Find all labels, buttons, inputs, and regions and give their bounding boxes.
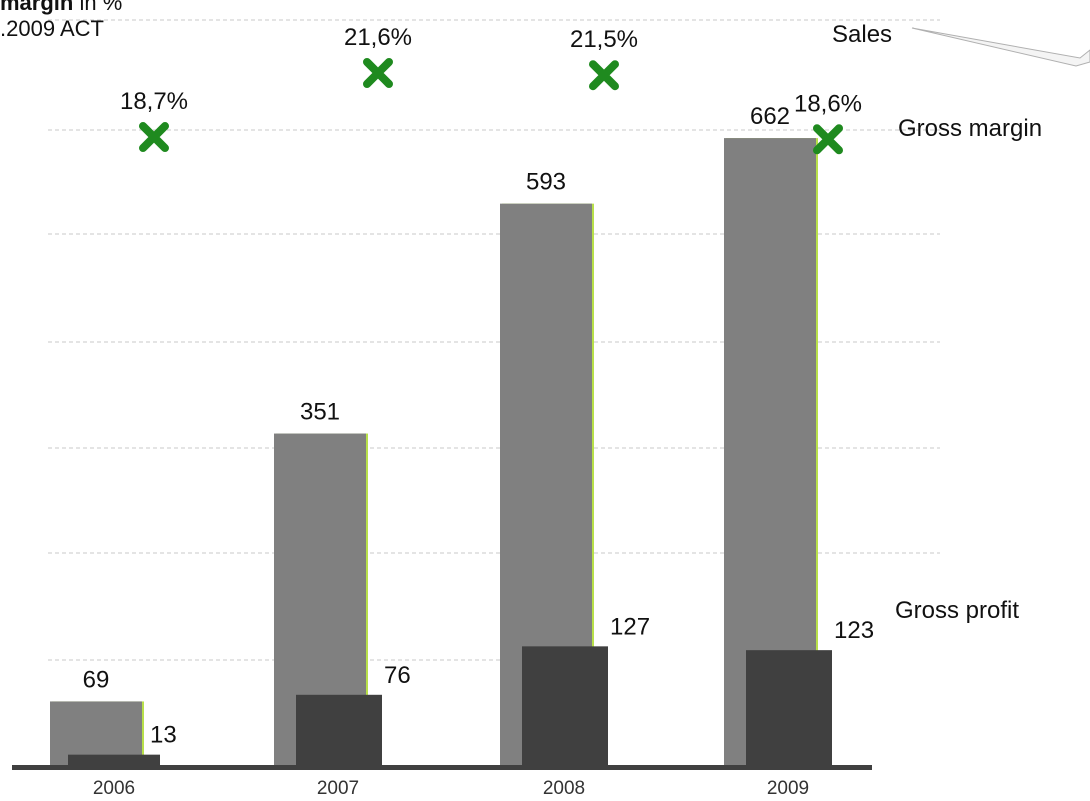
- gross-margin-marker-2009: [813, 124, 843, 155]
- legend-label-gross-margin: Gross margin: [898, 115, 1042, 142]
- sales-value-label-2008: 593: [526, 169, 566, 196]
- sales-value-label-2006: 69: [83, 666, 110, 693]
- category-label-2006: 2006: [93, 778, 135, 799]
- gross-margin-value-label-2008: 21,5%: [570, 26, 638, 53]
- sales-callout-pointer: [911, 27, 1090, 67]
- gross-margin-value-label-2007: 21,6%: [344, 24, 412, 51]
- gross-profit-value-label-2008: 127: [610, 613, 650, 640]
- chart-header-line1: margin in %: [0, 0, 122, 16]
- gross-margin-marker-2007: [363, 58, 393, 88]
- gross-profit-bar-2008: [522, 646, 608, 767]
- category-label-2007: 2007: [317, 778, 359, 799]
- gross-profit-bar-2009: [746, 650, 832, 767]
- gross-margin-marker-2006: [139, 122, 169, 153]
- legend-label-sales: Sales: [832, 21, 892, 48]
- sales-value-label-2007: 351: [300, 399, 340, 426]
- header-unit-text: in %: [73, 0, 123, 15]
- gross-profit-value-label-2009: 123: [834, 617, 874, 644]
- gross-margin-value-label-2009: 18,6%: [794, 90, 862, 117]
- gross-profit-value-label-2006: 13: [150, 722, 177, 749]
- gross-profit-bar-2006: [68, 754, 160, 767]
- gross-profit-bar-2007: [296, 694, 382, 767]
- gross-profit-value-label-2007: 76: [384, 662, 411, 689]
- category-label-2008: 2008: [543, 778, 585, 799]
- legend-label-gross-profit: Gross profit: [895, 597, 1019, 624]
- x-axis-baseline: [12, 765, 872, 770]
- header-bold-text: margin: [0, 0, 74, 15]
- sales-value-label-2009: 662: [750, 103, 790, 130]
- category-label-2009: 2009: [767, 778, 809, 799]
- gross-margin-marker-2008: [589, 60, 619, 91]
- gross-margin-value-label-2006: 18,7%: [120, 88, 188, 115]
